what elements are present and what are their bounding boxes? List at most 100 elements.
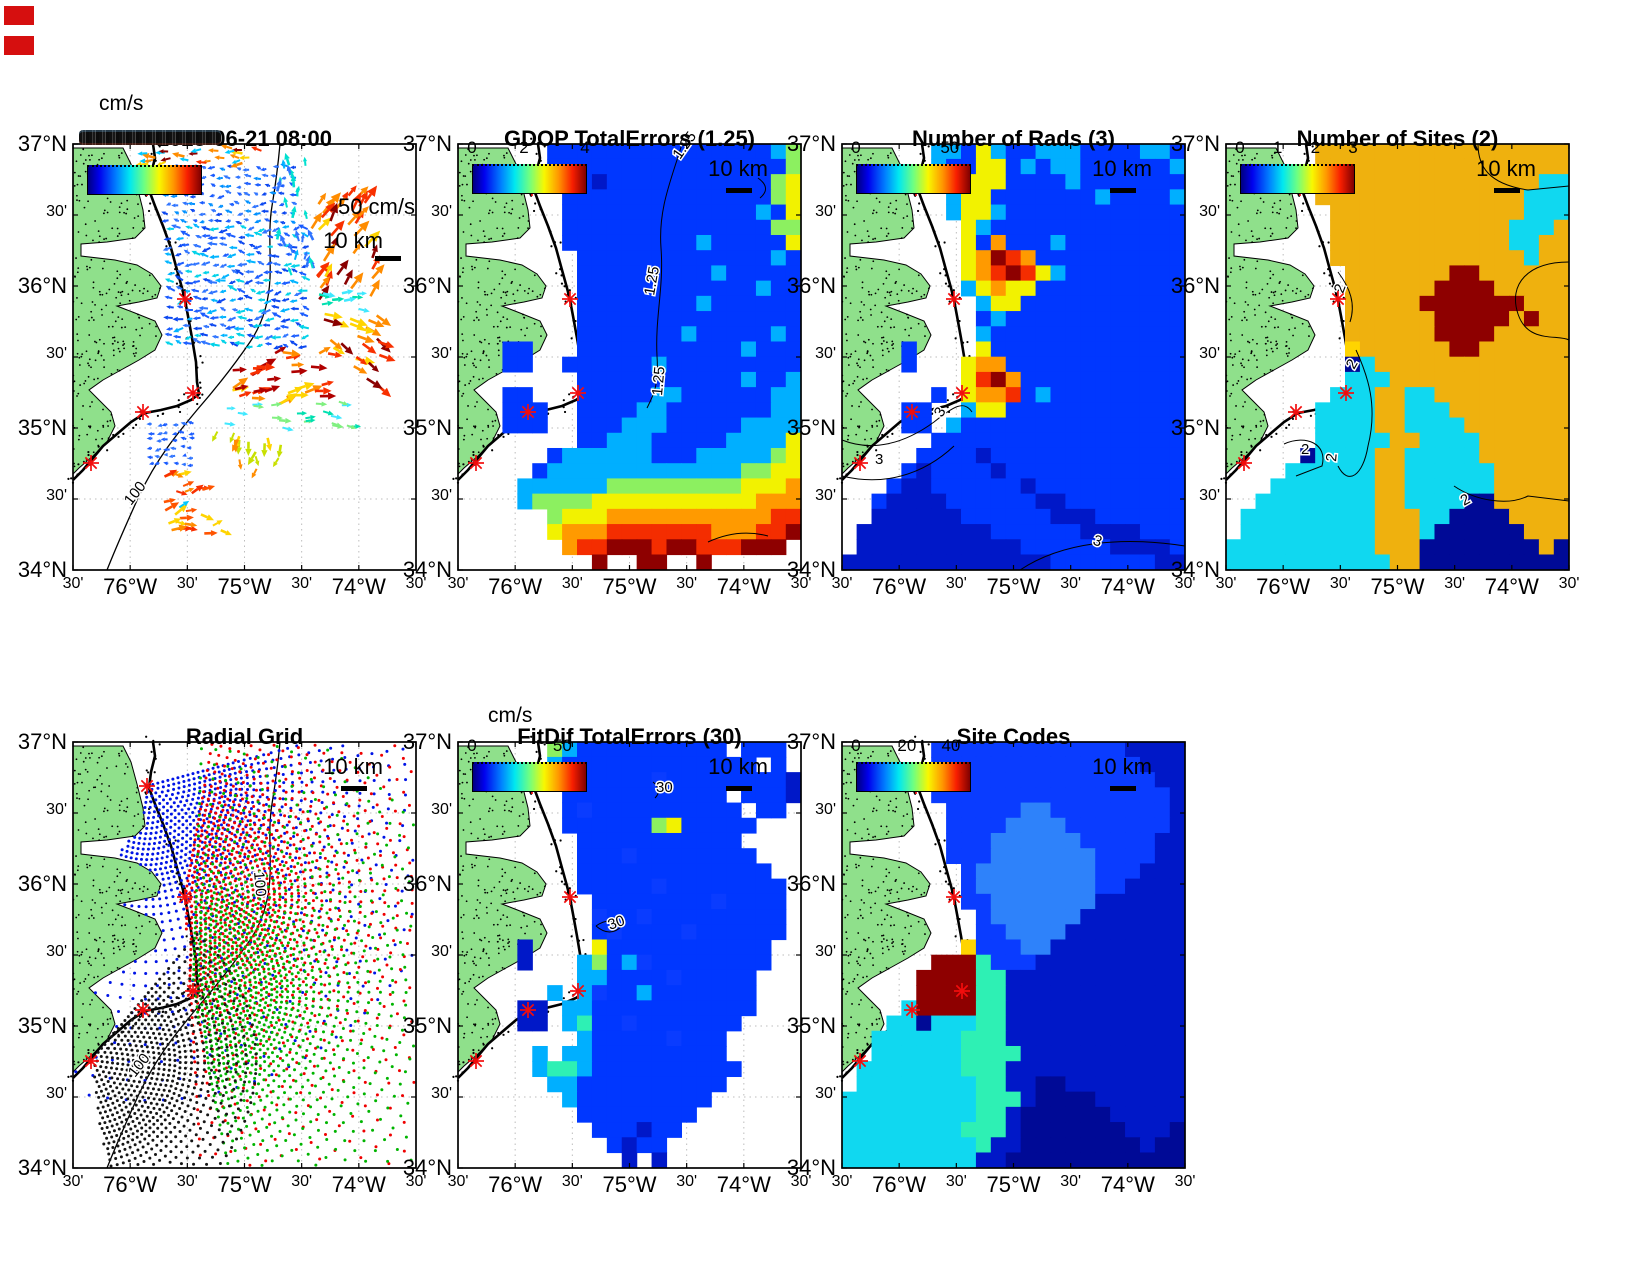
y-axis-label: 37°N xyxy=(17,131,67,156)
mainland-landmass xyxy=(1225,147,1316,476)
x-axis-label: 76°W xyxy=(872,574,927,599)
x-axis-label: 75°W xyxy=(217,574,272,599)
y-axis-label: 30' xyxy=(46,801,67,818)
y-axis-label: 36°N xyxy=(402,871,452,896)
x-axis-label: 30' xyxy=(945,1173,967,1190)
y-axis-label: 34°N xyxy=(786,557,836,582)
scale-label: 10 km xyxy=(1476,156,1536,181)
x-axis-label: 30' xyxy=(405,575,427,592)
isobath-100m xyxy=(106,143,281,571)
colorbar-tick-label: 0 xyxy=(851,138,861,157)
y-axis-label: 37°N xyxy=(402,729,452,754)
x-axis-label: 30' xyxy=(1558,575,1580,592)
x-axis-label: 74°W xyxy=(716,1172,771,1197)
colorbar-tick-label: 2 xyxy=(519,138,529,157)
mainland-landmass xyxy=(72,745,163,1074)
scale-bar xyxy=(1110,188,1136,193)
map-canvas xyxy=(836,735,1186,1169)
colorbar xyxy=(856,164,971,194)
y-axis-label: 37°N xyxy=(786,131,836,156)
scale-label: 10 km xyxy=(1092,156,1152,181)
colorbar-tick-label: 50 xyxy=(552,736,572,755)
colorbar-units-label: cm/s xyxy=(488,704,533,727)
map-canvas: 222 22 xyxy=(1220,137,1570,571)
y-axis-label: 37°N xyxy=(1170,131,1220,156)
colorbar-tick-label: 4 xyxy=(580,138,590,157)
y-axis-label: 36°N xyxy=(402,273,452,298)
panel-title: Number of Rads (3) xyxy=(912,126,1115,151)
scale-bar xyxy=(726,786,752,791)
x-axis-label: 76°W xyxy=(103,1172,158,1197)
panel-title: GDOP TotalErrors (1.25) xyxy=(503,126,756,151)
y-axis-label: 30' xyxy=(46,943,67,960)
y-axis-label: 34°N xyxy=(402,557,452,582)
contour-label: 2 xyxy=(1301,441,1309,458)
red-artifact-1 xyxy=(4,6,34,25)
radial-grid-dots xyxy=(74,742,416,1168)
contour-line xyxy=(841,405,973,446)
colorbar-tick-label: 50 xyxy=(940,138,960,157)
x-axis-label: 30' xyxy=(1215,575,1237,592)
x-axis-label: 30' xyxy=(561,1173,583,1190)
x-axis-label: 30' xyxy=(790,575,812,592)
colorbar xyxy=(472,164,587,194)
y-axis-label: 30' xyxy=(46,1085,67,1102)
panel-site-codes: Site Codes 10 km 37°N 30' 36°N 30' 35°N 30' 34… xyxy=(787,724,1196,1196)
x-axis-label: 30' xyxy=(1060,1173,1082,1190)
plot-frame xyxy=(1225,143,1570,571)
contour-line xyxy=(646,143,683,409)
y-axis-label: 34°N xyxy=(1170,557,1220,582)
x-axis-label: 30' xyxy=(62,575,84,592)
colorbar-tick-label: 3 xyxy=(1348,138,1358,157)
contour-line xyxy=(707,532,769,543)
y-axis-label: 36°N xyxy=(786,273,836,298)
colorbar-tick-label: 20 xyxy=(897,736,917,755)
x-axis-label: 30' xyxy=(447,1173,469,1190)
red-artifact-2 xyxy=(4,36,34,55)
x-axis-label: 30' xyxy=(1329,575,1351,592)
plot-frame xyxy=(841,741,1186,1169)
scale-bar xyxy=(341,786,367,791)
scale-label: 10 km xyxy=(323,228,383,253)
x-axis-label: 74°W xyxy=(1100,574,1155,599)
y-axis-label: 36°N xyxy=(786,871,836,896)
x-axis-label: 76°W xyxy=(1256,574,1311,599)
colorbar-units-label: cm/s xyxy=(99,92,144,115)
colorbar xyxy=(87,165,202,195)
contour-label: 1.25 xyxy=(649,366,668,397)
data-heatmap xyxy=(841,741,1186,1169)
contour-line xyxy=(595,920,623,933)
scale-bar xyxy=(1110,786,1136,791)
x-axis-label: 75°W xyxy=(602,1172,657,1197)
y-axis-label: 30' xyxy=(815,345,836,362)
x-axis-label: 74°W xyxy=(331,1172,386,1197)
y-axis-label: 35°N xyxy=(402,1013,452,1038)
scale-label: 10 km xyxy=(708,754,768,779)
contour-line xyxy=(652,781,659,799)
colorbar-tick-label: 0 xyxy=(1235,138,1245,157)
panel-title: Radial Grid xyxy=(185,724,304,749)
radar-site-markers xyxy=(83,778,201,1069)
plot-frame xyxy=(457,143,802,571)
x-axis-label: 75°W xyxy=(986,574,1041,599)
y-axis-label: 30' xyxy=(815,943,836,960)
x-axis-label: 74°W xyxy=(331,574,386,599)
scale-label: 10 km xyxy=(708,156,768,181)
y-axis-label: 35°N xyxy=(1170,415,1220,440)
colorbar-tick-label: 2 xyxy=(1310,138,1321,157)
mainland-landmass xyxy=(72,147,163,476)
contour-label: 2 xyxy=(1323,453,1341,463)
panel-title: Number of Sites (2) xyxy=(1296,126,1499,151)
x-axis-label: 30' xyxy=(1174,1173,1196,1190)
reference-vector-label: 50 cm/s xyxy=(337,194,415,219)
x-axis-label: 30' xyxy=(176,575,198,592)
y-axis-label: 30' xyxy=(431,1085,452,1102)
colorbar-tick-label: 0 xyxy=(467,736,477,755)
y-axis-label: 37°N xyxy=(402,131,452,156)
panel-radial-grid: Radial Grid 100 100 10 km 37°N 30' 36°N 30' 3… xyxy=(18,724,427,1196)
y-axis-label: 35°N xyxy=(786,1013,836,1038)
y-axis-label: 36°N xyxy=(1170,273,1220,298)
colorbar-tick-label: 0 xyxy=(467,138,477,157)
x-axis-label: 30' xyxy=(62,1173,84,1190)
x-axis-label: 30' xyxy=(831,575,853,592)
